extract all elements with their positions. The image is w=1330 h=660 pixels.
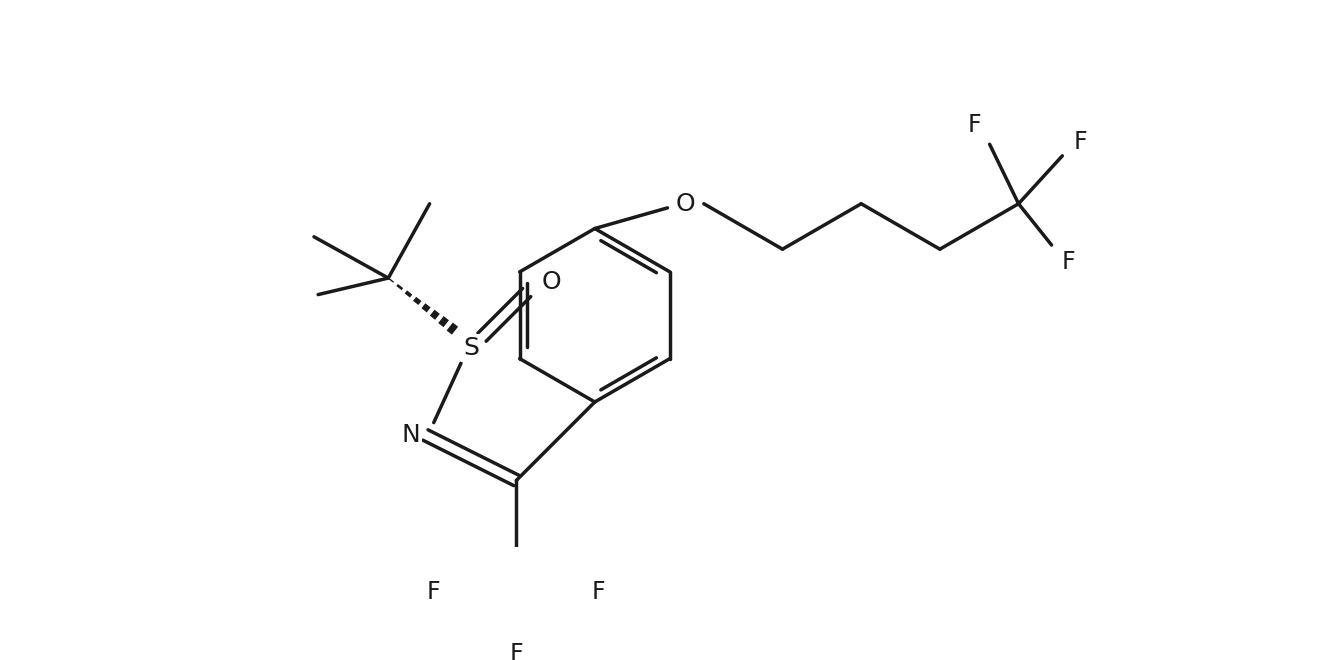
Text: F: F (1073, 130, 1088, 154)
Text: O: O (541, 270, 561, 294)
Text: F: F (509, 642, 523, 660)
Text: F: F (1061, 249, 1075, 273)
Text: N: N (402, 423, 420, 447)
Text: S: S (463, 337, 479, 360)
Text: F: F (427, 580, 440, 604)
Text: F: F (592, 580, 605, 604)
Text: O: O (676, 192, 696, 216)
Text: F: F (968, 114, 982, 137)
